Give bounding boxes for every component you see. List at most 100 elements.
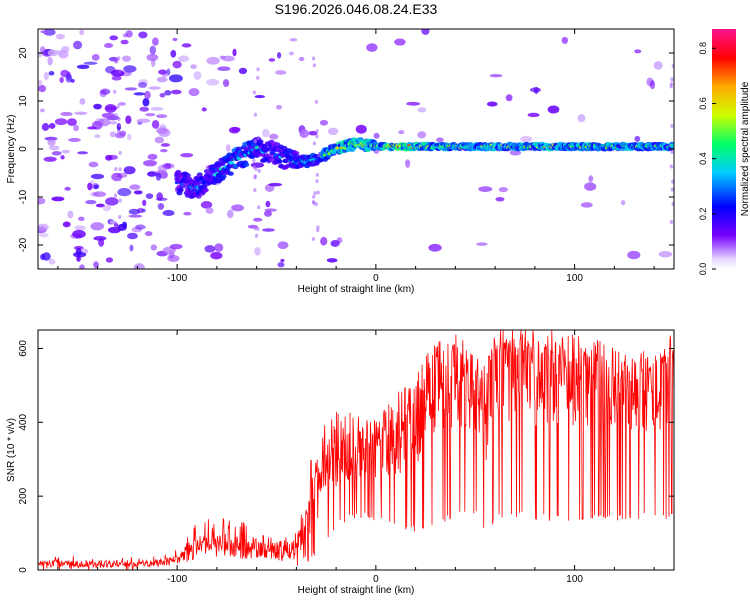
snr-panel: -100 0 100 0 200 400 600 Height of straight li… <box>6 329 675 596</box>
spectrogram-cell <box>257 205 261 210</box>
spectrogram-cell <box>200 200 213 209</box>
spectrogram-cell <box>142 199 147 207</box>
spectrogram-cell <box>405 159 411 168</box>
spectrogram-cell <box>201 107 207 112</box>
colorbar-label: Normalized spectral amplitude <box>740 81 750 216</box>
spectrogram-cell <box>265 200 271 208</box>
spectrogram-cell <box>204 245 216 253</box>
spectrogram-cell <box>256 227 260 232</box>
spectrogram-cell <box>327 127 339 136</box>
spectrogram-ytick-label: 20 <box>18 47 29 59</box>
snr-xtick-label: 100 <box>566 574 583 585</box>
spectrogram-cell <box>92 191 107 198</box>
spectrogram-cell <box>60 155 65 160</box>
spectrogram-cell <box>114 221 118 226</box>
spectrogram-cell <box>118 198 122 203</box>
spectrogram-cell <box>170 89 182 95</box>
spectrogram-ytick-label: 0 <box>18 146 29 152</box>
spectrogram-cell <box>118 150 122 155</box>
spectrogram-cell <box>355 124 367 134</box>
spectrogram-cell <box>253 139 257 144</box>
spectrogram-cell <box>141 208 146 213</box>
spectrogram-cell <box>89 179 95 184</box>
spectrogram-cell <box>315 179 319 184</box>
spectrogram-cell <box>227 171 234 176</box>
spectrogram-cell <box>277 262 285 268</box>
spectrogram-cell <box>155 172 162 181</box>
spectrogram-cell <box>671 179 674 184</box>
spectrogram-cell <box>114 177 118 182</box>
spectrogram-cell <box>94 134 101 139</box>
spectrogram-cell <box>421 29 430 36</box>
spectrogram-cell <box>118 167 122 172</box>
spectrogram-cell <box>634 135 641 142</box>
spectrogram-cell <box>104 42 114 49</box>
spectrogram-cell <box>253 174 257 179</box>
spectrogram-cell <box>262 228 275 232</box>
spectrogram-cell <box>47 49 59 57</box>
spectrogram-cell <box>184 173 191 178</box>
spectrogram-cell <box>276 159 283 164</box>
spectrogram-cell <box>113 193 118 198</box>
spectrogram-cell <box>65 74 73 83</box>
spectrogram-cell <box>252 165 257 170</box>
spectrogram-cell <box>256 75 260 80</box>
spectrogram-cell <box>172 37 178 42</box>
spectrogram-cell <box>39 46 46 54</box>
spectrogram-xlabel: Height of straight line (km) <box>298 284 415 295</box>
spectrogram-cell <box>122 221 128 228</box>
spectrogram-cell <box>257 139 264 144</box>
snr-xlabel: Height of straight line (km) <box>298 585 415 596</box>
spectrogram-cell <box>675 77 678 81</box>
spectrogram-cell <box>144 90 151 100</box>
spectrogram-cell <box>144 231 153 237</box>
spectrogram-cell <box>149 45 156 55</box>
spectrogram-cell <box>206 56 220 65</box>
spectrogram-cell <box>263 210 272 217</box>
spectrogram-cell <box>252 158 256 163</box>
spectrogram-cell <box>93 103 102 110</box>
spectrogram-cell <box>38 197 46 205</box>
spectrogram-cell <box>146 53 159 62</box>
spectrogram-cell <box>315 134 319 139</box>
spectrogram-cell <box>88 161 99 168</box>
spectrogram-cell <box>314 99 319 104</box>
spectrogram-cell <box>125 115 132 125</box>
spectrogram-cell <box>669 164 674 169</box>
spectrogram-cell <box>168 74 183 83</box>
spectrogram-cell <box>160 143 171 147</box>
spectrogram-cell <box>317 153 321 158</box>
spectrogram-cell <box>220 174 227 179</box>
spectrogram-cell <box>298 56 305 62</box>
spectrogram-cell <box>529 87 542 93</box>
spectrogram-cell <box>170 49 177 58</box>
colorbar-ticks: 0.0 0.2 0.4 0.6 0.8 <box>698 42 716 275</box>
spectrogram-cell <box>117 56 121 61</box>
spectrogram-cell <box>118 69 122 74</box>
spectrogram-cell <box>145 193 154 200</box>
spectrogram-cell <box>178 55 190 62</box>
spectrogram-cell <box>77 151 89 155</box>
spectrogram-cell <box>145 112 156 117</box>
spectrogram-cell <box>125 30 133 38</box>
snr-xtick-label: 0 <box>373 574 379 585</box>
spectrogram-cell <box>72 229 86 239</box>
spectrogram-cell <box>73 124 79 132</box>
colorbar-tick-label: 0.6 <box>698 97 708 110</box>
spectrogram-cell <box>114 132 126 139</box>
spectrogram-cell <box>169 243 183 250</box>
snr-axes: -100 0 100 0 200 400 600 <box>18 330 674 585</box>
spectrogram-cell <box>150 107 164 111</box>
spectrogram-cell <box>276 104 282 110</box>
spectrogram-cell <box>181 43 192 48</box>
spectrogram-blobs <box>38 29 678 269</box>
spectrogram-cell <box>254 233 259 238</box>
spectrogram-cell <box>671 64 674 69</box>
spectrogram-cell <box>85 199 97 205</box>
spectrogram-cell <box>41 123 50 131</box>
spectrogram-cell <box>406 101 421 106</box>
spectrogram-cell <box>219 161 226 166</box>
spectrogram-cell <box>478 186 493 192</box>
spectrogram-cell <box>158 69 168 75</box>
spectrogram-cell <box>671 201 674 206</box>
